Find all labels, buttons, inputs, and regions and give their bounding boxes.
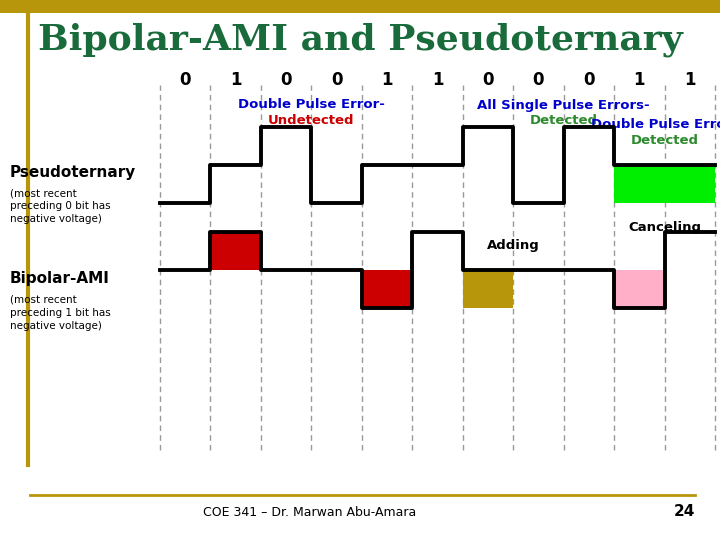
Text: 0: 0 xyxy=(482,71,494,89)
Bar xyxy=(463,270,513,308)
Text: Double Pulse Error-: Double Pulse Error- xyxy=(591,118,720,132)
Bar xyxy=(665,165,715,203)
Text: 1: 1 xyxy=(634,71,645,89)
Text: 0: 0 xyxy=(583,71,595,89)
Text: Detected: Detected xyxy=(631,133,698,146)
Text: All Single Pulse Errors-: All Single Pulse Errors- xyxy=(477,98,650,111)
Text: (most recent
preceding 1 bit has
negative voltage): (most recent preceding 1 bit has negativ… xyxy=(10,295,111,332)
Text: COE 341 – Dr. Marwan Abu-Amara: COE 341 – Dr. Marwan Abu-Amara xyxy=(203,505,417,518)
Text: 1: 1 xyxy=(230,71,241,89)
Text: Detected: Detected xyxy=(530,113,598,126)
Text: 1: 1 xyxy=(382,71,393,89)
Text: Bipolar-AMI and Pseudoternary: Bipolar-AMI and Pseudoternary xyxy=(38,23,683,57)
Text: Undetected: Undetected xyxy=(268,113,355,126)
Text: Double Pulse Error-: Double Pulse Error- xyxy=(238,98,384,111)
Text: 0: 0 xyxy=(179,71,191,89)
Text: 0: 0 xyxy=(533,71,544,89)
Text: 1: 1 xyxy=(684,71,696,89)
Text: Pseudoternary: Pseudoternary xyxy=(10,165,136,179)
Text: (most recent
preceding 0 bit has
negative voltage): (most recent preceding 0 bit has negativ… xyxy=(10,188,111,225)
Bar xyxy=(210,232,261,270)
Text: Canceling: Canceling xyxy=(628,221,701,234)
Bar xyxy=(0,0,720,13)
Text: 0: 0 xyxy=(331,71,342,89)
Bar xyxy=(614,165,665,203)
Text: 24: 24 xyxy=(674,504,695,519)
Text: 1: 1 xyxy=(432,71,444,89)
Text: 0: 0 xyxy=(280,71,292,89)
Text: Adding: Adding xyxy=(487,239,539,252)
Bar xyxy=(362,270,413,308)
Text: Bipolar-AMI: Bipolar-AMI xyxy=(10,271,110,286)
Bar xyxy=(614,270,665,308)
